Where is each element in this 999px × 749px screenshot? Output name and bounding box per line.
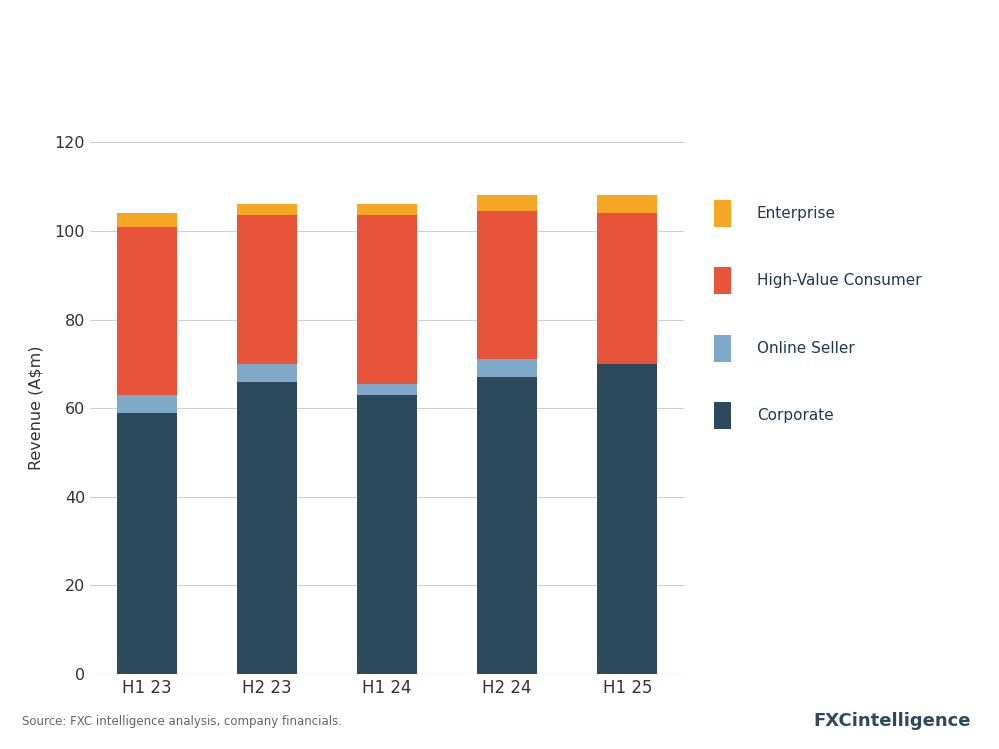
Text: Source: FXC intelligence analysis, company financials.: Source: FXC intelligence analysis, compa… (22, 715, 342, 728)
Bar (714, 200, 731, 227)
Bar (357, 204, 418, 216)
Text: Enterprise: Enterprise (756, 206, 835, 221)
Text: FXCintelligence: FXCintelligence (813, 712, 971, 730)
Bar (714, 402, 731, 429)
Bar (597, 364, 657, 674)
Bar (117, 213, 177, 226)
Bar (478, 377, 537, 674)
Text: OFX half-yearly revenue by segment, 2023-2025: OFX half-yearly revenue by segment, 2023… (22, 76, 479, 95)
Text: Corporate: Corporate (756, 408, 833, 423)
Bar (237, 364, 297, 382)
Text: High-Value Consumer: High-Value Consumer (756, 273, 921, 288)
Y-axis label: Revenue (A$m): Revenue (A$m) (28, 346, 43, 470)
Text: OFX saw flat revenue growth across multiple segments: OFX saw flat revenue growth across multi… (22, 23, 890, 51)
Text: Online Seller: Online Seller (756, 341, 854, 356)
Bar (357, 395, 418, 674)
Bar (478, 360, 537, 377)
Bar (237, 204, 297, 216)
Bar (714, 267, 731, 294)
Bar (478, 211, 537, 360)
Bar (117, 226, 177, 395)
Bar (357, 216, 418, 383)
Bar (597, 195, 657, 213)
Bar (597, 213, 657, 364)
Bar (117, 413, 177, 674)
Bar (357, 383, 418, 395)
Bar (714, 335, 731, 362)
Bar (237, 216, 297, 364)
Bar (117, 395, 177, 413)
Bar (478, 195, 537, 211)
Bar (237, 382, 297, 674)
